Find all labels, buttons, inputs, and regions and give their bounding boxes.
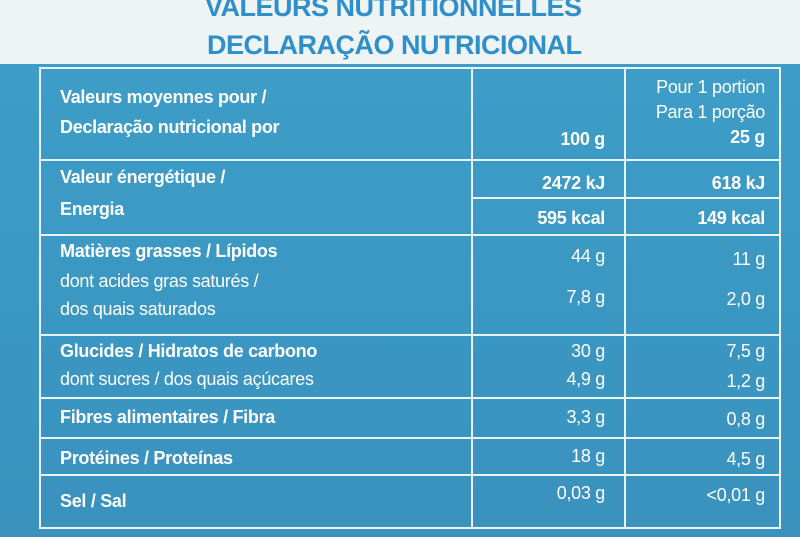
row-label: dont sucres / dos quais açúcares <box>60 369 314 389</box>
header-per-100: 100 g <box>560 129 605 149</box>
row-label: Energia <box>60 199 124 219</box>
value-per-portion: 2,0 g <box>726 289 765 309</box>
row-label: Protéines / Proteínas <box>60 448 233 468</box>
header-label: Valeurs moyennes pour / <box>60 87 267 107</box>
value-per-portion: 149 kcal <box>697 208 765 228</box>
row-label: Fibres alimentaires / Fibra <box>60 407 275 427</box>
value-per-100: 18 g <box>571 446 605 466</box>
value-per-portion: 618 kJ <box>711 173 766 193</box>
value-per-100: 3,3 g <box>566 407 605 427</box>
table-border <box>39 67 781 529</box>
value-per-portion: 7,5 g <box>726 341 765 361</box>
header-per-portion: Pour 1 portion <box>656 77 765 97</box>
header-label: Declaração nutricional por <box>60 117 280 137</box>
title-band <box>0 0 800 64</box>
row-label: Sel / Sal <box>60 491 127 511</box>
row-label: Glucides / Hidratos de carbono <box>60 341 318 361</box>
value-per-100: 30 g <box>571 341 605 361</box>
row-label: dos quais saturados <box>60 299 216 319</box>
value-per-100: 0,03 g <box>556 483 606 503</box>
value-per-100: 44 g <box>571 246 605 266</box>
value-per-100: 7,8 g <box>566 287 605 307</box>
value-per-portion: 4,5 g <box>726 449 765 469</box>
value-per-portion: 0,8 g <box>726 409 765 429</box>
row-label: Matières grasses / Lípidos <box>60 241 278 261</box>
value-per-portion: <0,01 g <box>706 485 766 505</box>
value-per-portion: 11 g <box>732 249 766 269</box>
value-per-100: 2472 kJ <box>542 173 605 193</box>
header-per-portion: Para 1 porção <box>655 102 765 122</box>
title-fr: VALEURS NUTRITIONNELLES <box>205 0 582 22</box>
header-per-portion: 25 g <box>730 127 765 147</box>
row-label: Valeur énergétique / <box>60 167 226 187</box>
value-per-portion: 1,2 g <box>726 371 765 391</box>
value-per-100: 595 kcal <box>537 208 605 228</box>
value-per-100: 4,9 g <box>566 369 605 389</box>
title-pt: DECLARAÇÃO NUTRICIONAL <box>207 30 582 60</box>
row-label: dont acides gras saturés / <box>60 271 259 291</box>
